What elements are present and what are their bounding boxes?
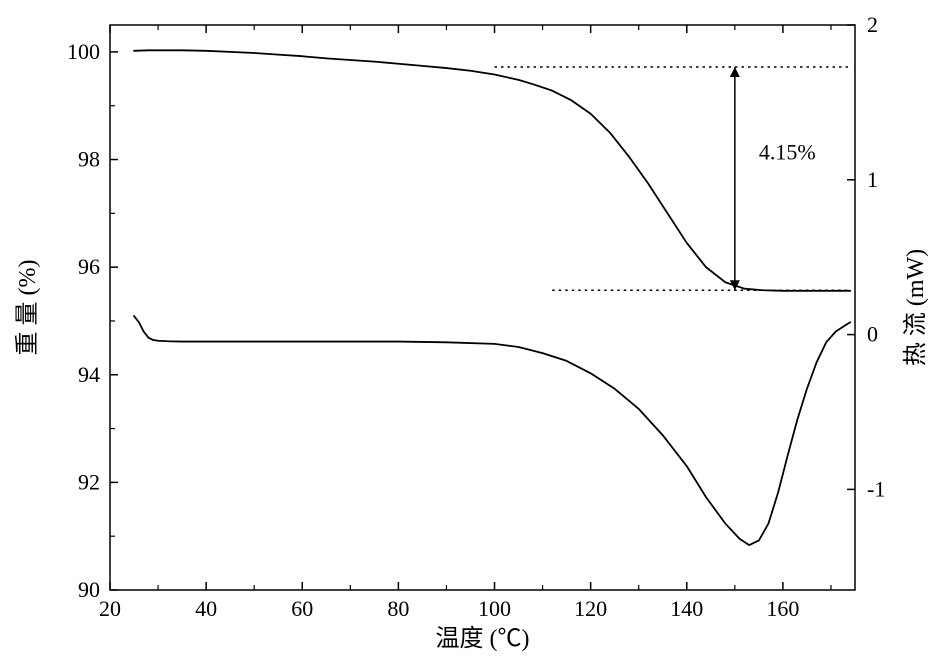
y-left-axis-label: 重 量 (%) — [14, 260, 41, 356]
series-heat_flow — [134, 316, 850, 545]
y-left-tick-label: 92 — [78, 469, 100, 494]
x-tick-label: 120 — [574, 596, 607, 621]
series-weight — [134, 50, 850, 291]
x-tick-label: 60 — [291, 596, 313, 621]
x-tick-label: 40 — [195, 596, 217, 621]
x-tick-label: 160 — [766, 596, 799, 621]
y-right-tick-label: 2 — [867, 12, 878, 37]
y-left-tick-label: 98 — [78, 147, 100, 172]
chart-svg: 20 40 60 80 100 120 140 160 90 92 94 96 98 100 -1 0 1 2 温度… — [0, 0, 952, 665]
arrowhead-up — [730, 67, 740, 77]
x-tick-label: 80 — [387, 596, 409, 621]
plot-border — [110, 25, 855, 590]
y-right-tick-label: 1 — [867, 167, 878, 192]
x-tick-label: 100 — [478, 596, 511, 621]
y-right-tick-label: 0 — [867, 322, 878, 347]
y-right-axis-label: 热 流 (mW) — [902, 249, 929, 366]
y-left-tick-label: 94 — [78, 362, 100, 387]
weight_loss_label: 4.15% — [759, 140, 816, 165]
x-tick-label: 140 — [670, 596, 703, 621]
arrowhead-down — [730, 280, 740, 290]
thermal-analysis-chart: 20 40 60 80 100 120 140 160 90 92 94 96 98 100 -1 0 1 2 温度… — [0, 0, 952, 665]
x-tick-label: 20 — [99, 596, 121, 621]
y-left-tick-label: 100 — [67, 39, 100, 64]
y-right-tick-label: -1 — [867, 476, 885, 501]
y-left-tick-label: 96 — [78, 254, 100, 279]
x-axis-label: 温度 (℃) — [436, 625, 530, 652]
y-left-tick-label: 90 — [78, 577, 100, 602]
